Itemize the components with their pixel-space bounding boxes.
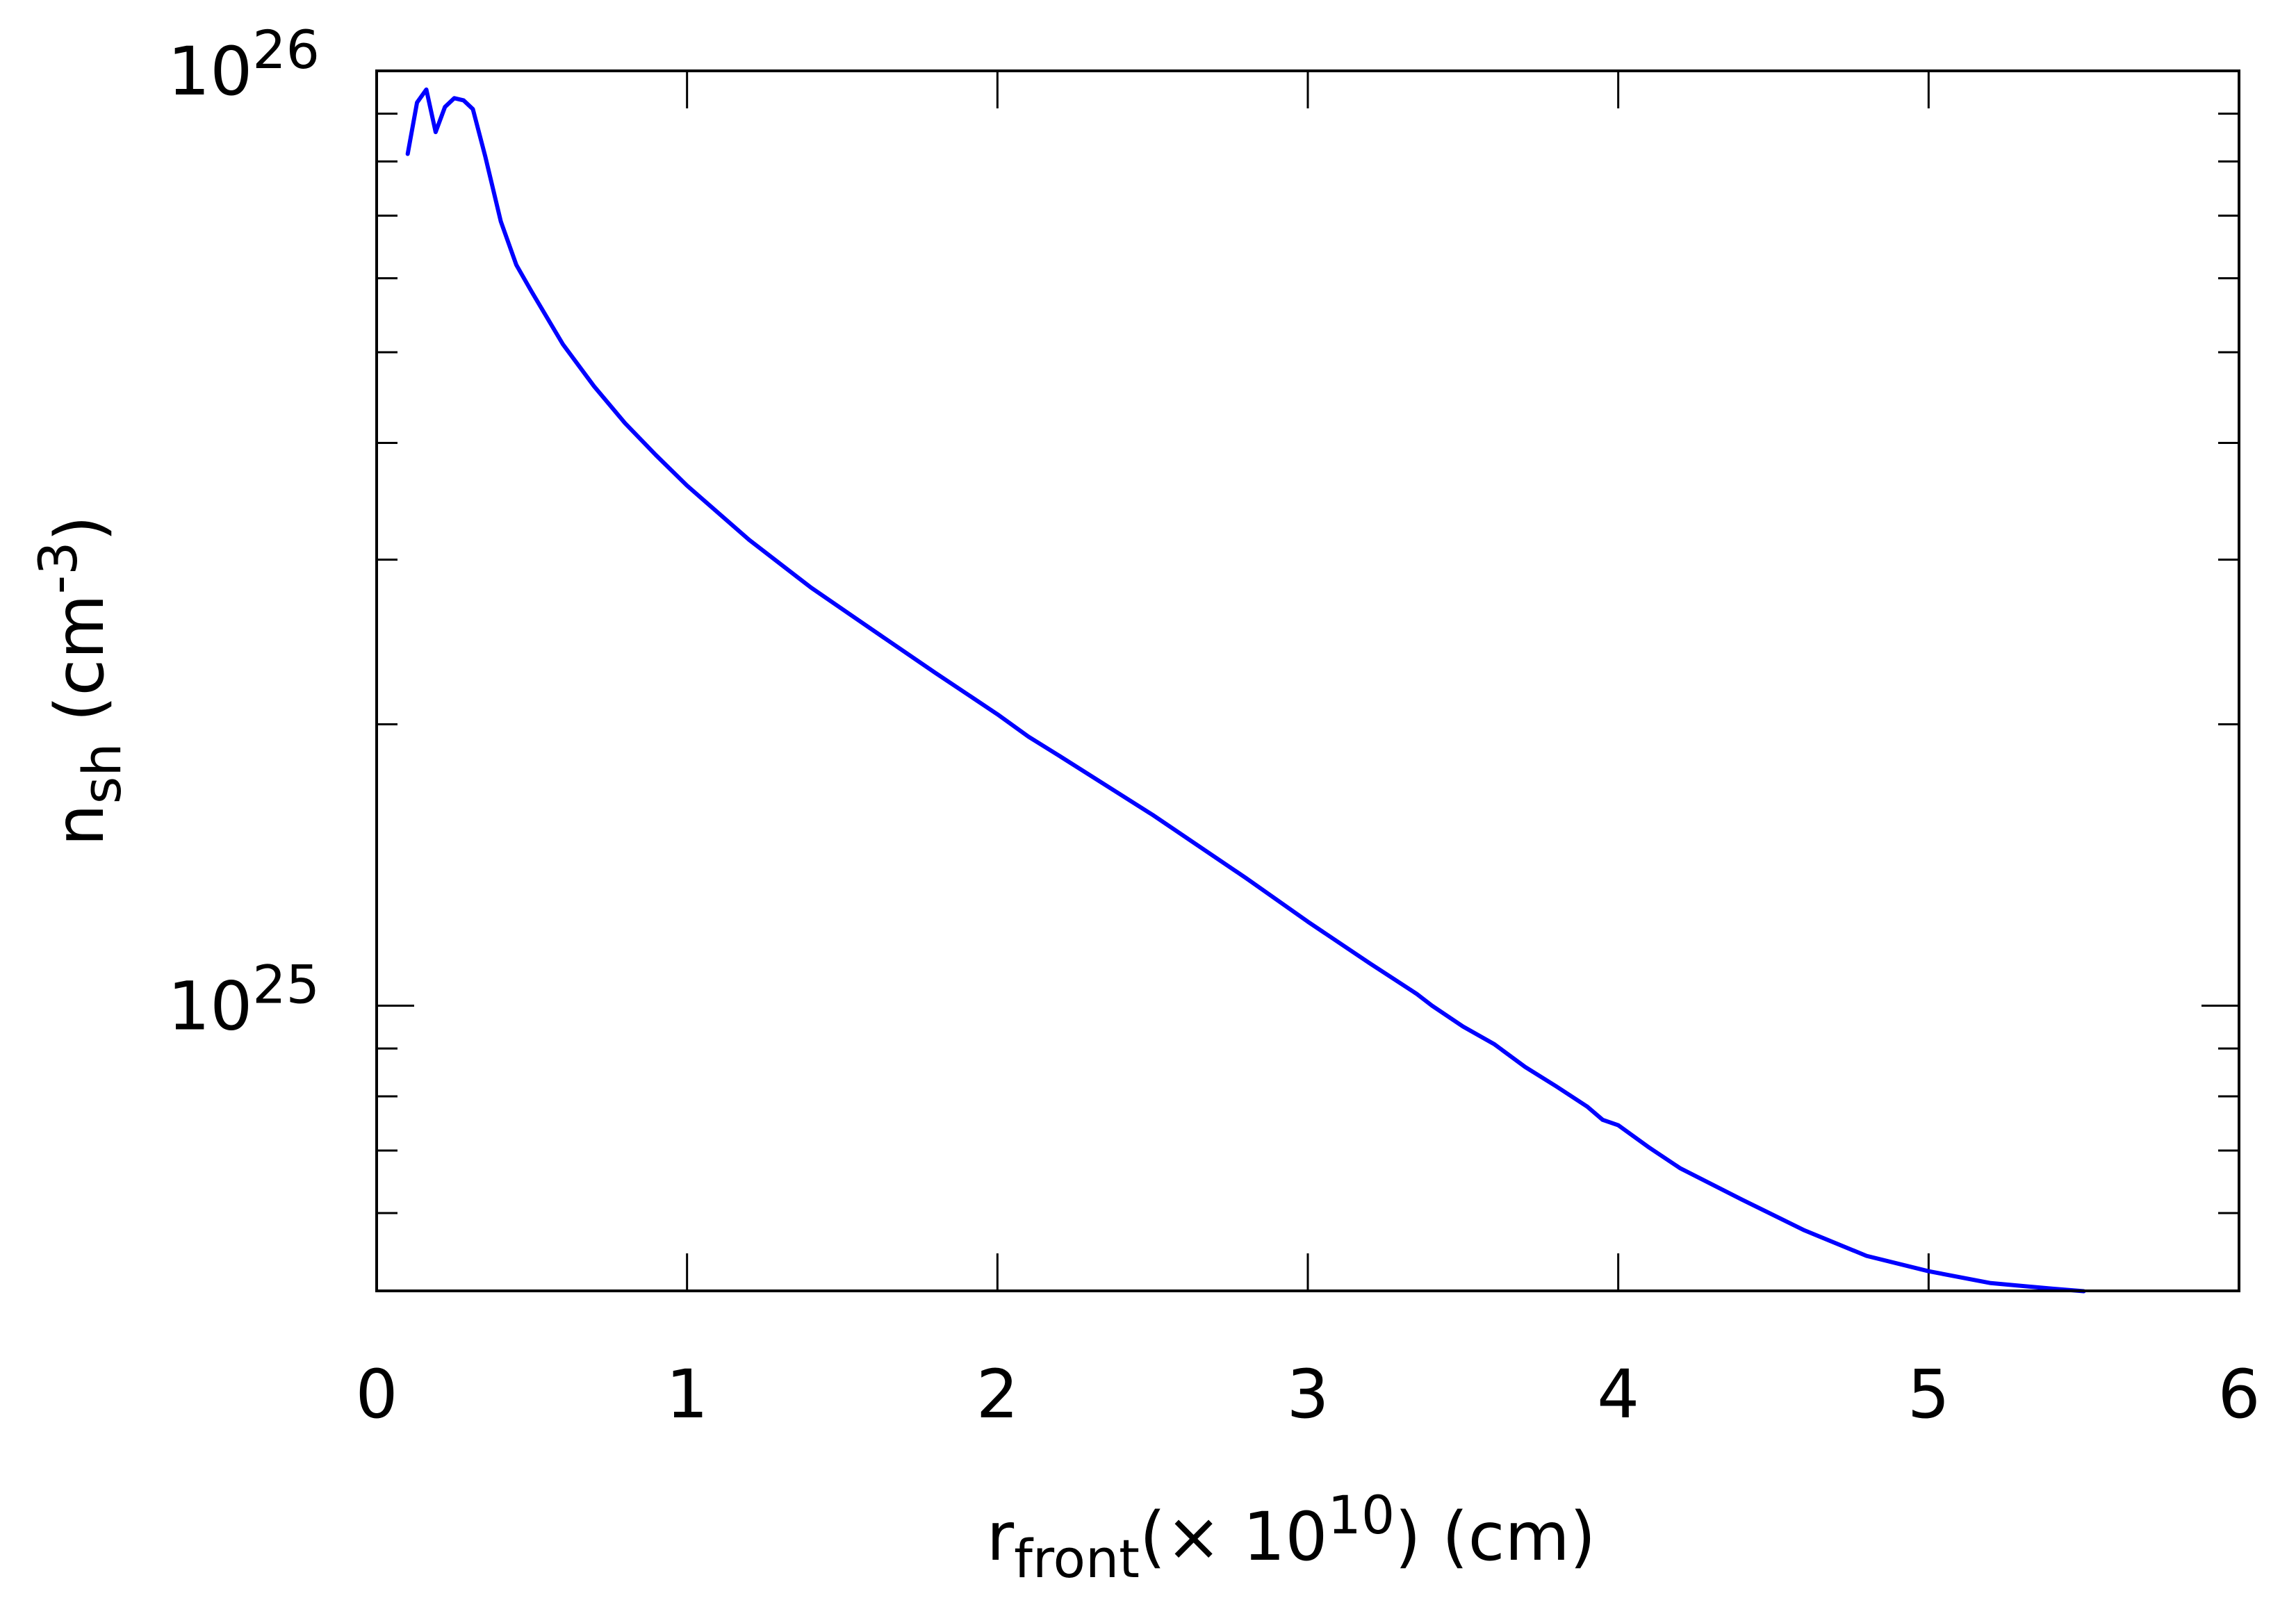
axis-tick-labels: 0 1 2 3 4 5 6 1025 1026: [167, 19, 2260, 1433]
x-tick-label: 0: [355, 1355, 397, 1433]
y-tick-label: 1025: [167, 954, 320, 1046]
x-tick-label: 4: [1597, 1355, 1639, 1433]
x-tick-label: 5: [1908, 1355, 1950, 1433]
x-tick-label: 6: [2217, 1355, 2260, 1433]
y-tick-label: 1026: [167, 19, 320, 110]
x-tick-label: 3: [1286, 1355, 1329, 1433]
x-tick-label: 1: [666, 1355, 708, 1433]
x-tick-label: 2: [976, 1355, 1019, 1433]
x-axis-label: rfront(× 1010) (cm): [987, 1484, 1596, 1590]
y-axis-label: nsh (cm-3): [27, 516, 133, 846]
plot-frame: [375, 69, 2240, 1292]
series-line: [405, 87, 2086, 1294]
